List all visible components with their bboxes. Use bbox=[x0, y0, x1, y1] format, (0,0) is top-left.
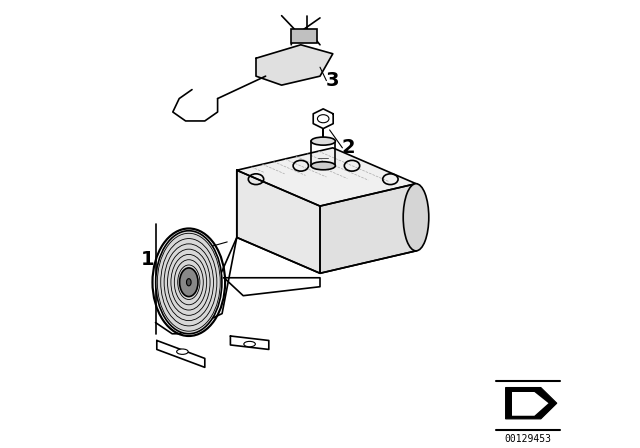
Polygon shape bbox=[506, 388, 557, 419]
Text: 2: 2 bbox=[342, 138, 356, 157]
Polygon shape bbox=[256, 45, 333, 85]
Polygon shape bbox=[237, 148, 416, 206]
Ellipse shape bbox=[180, 268, 198, 297]
Text: 1: 1 bbox=[140, 250, 154, 269]
Ellipse shape bbox=[311, 162, 335, 170]
Polygon shape bbox=[320, 184, 416, 273]
Ellipse shape bbox=[156, 231, 222, 334]
Text: 00129453: 00129453 bbox=[504, 434, 552, 444]
Polygon shape bbox=[512, 392, 548, 416]
Ellipse shape bbox=[244, 341, 255, 347]
Ellipse shape bbox=[177, 349, 188, 354]
Ellipse shape bbox=[186, 279, 191, 286]
Ellipse shape bbox=[311, 137, 335, 145]
Text: 3: 3 bbox=[326, 71, 340, 90]
Polygon shape bbox=[237, 170, 320, 273]
Ellipse shape bbox=[403, 184, 429, 251]
FancyBboxPatch shape bbox=[291, 29, 317, 43]
